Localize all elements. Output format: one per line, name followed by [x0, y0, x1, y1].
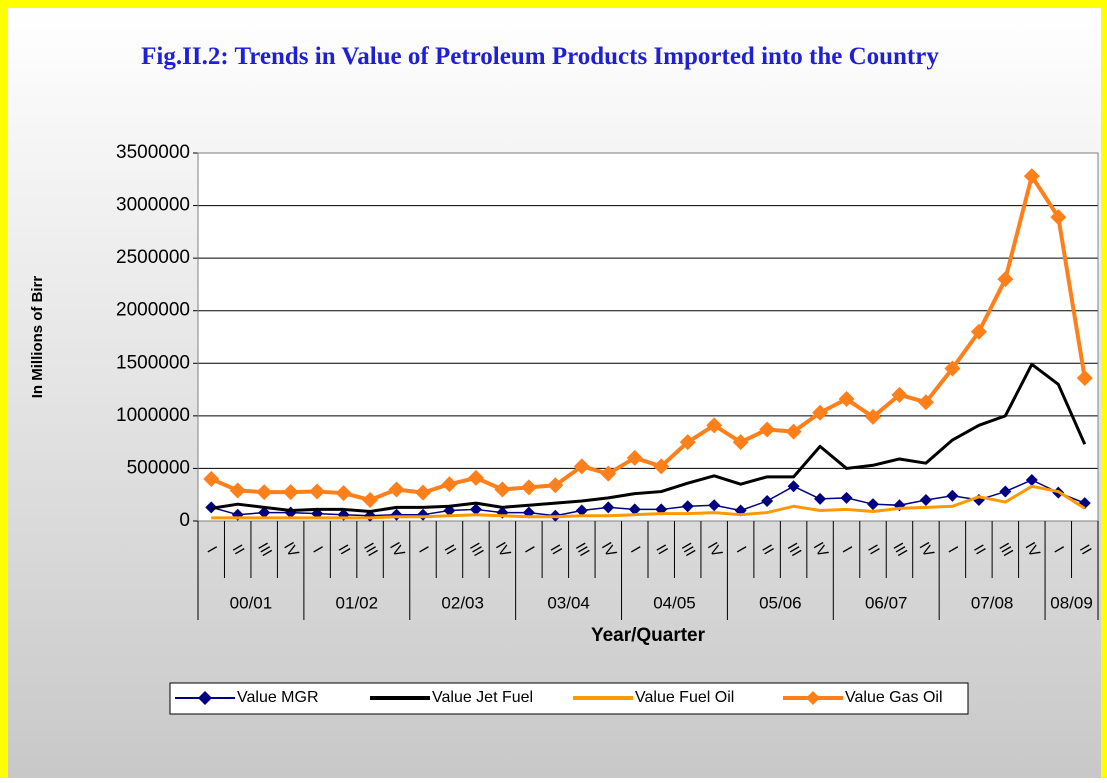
x-axis-label: Year/Quarter	[591, 625, 706, 646]
point	[1050, 209, 1067, 226]
point	[282, 484, 299, 501]
year-label: 04/05	[653, 593, 696, 612]
point	[653, 458, 670, 475]
point	[708, 499, 721, 512]
series-line	[210, 174, 1087, 502]
point	[785, 423, 802, 440]
point	[867, 498, 879, 511]
point	[467, 469, 484, 486]
year-label: 06/07	[865, 593, 908, 612]
chart-title: Fig.II.2: Trends in Value of Petroleum P…	[141, 43, 939, 70]
y-tick-label: 3500000	[116, 142, 190, 163]
point	[919, 493, 932, 506]
point	[309, 483, 326, 500]
point	[812, 404, 829, 421]
y-tick-label: 2500000	[116, 247, 190, 268]
legend-label: Value Jet Fuel	[432, 689, 533, 706]
year-label: 08/09	[1050, 593, 1093, 612]
plot-area	[198, 153, 1098, 521]
title-box: Fig.II.2: Trends in Value of Petroleum P…	[141, 43, 939, 70]
point	[520, 479, 537, 496]
point	[573, 458, 590, 475]
legend-label: Value Fuel Oil	[635, 689, 734, 706]
point	[256, 484, 273, 501]
point	[761, 495, 774, 508]
legend-label: Value Gas Oil	[845, 689, 943, 706]
year-label: 00/01	[230, 593, 273, 612]
point	[229, 482, 246, 499]
point	[441, 476, 458, 493]
point	[891, 386, 908, 403]
y-tick-label: 3000000	[116, 195, 190, 216]
series-line	[211, 484, 1086, 520]
point	[732, 434, 749, 451]
point	[258, 506, 271, 519]
point	[814, 492, 827, 505]
point	[1076, 370, 1093, 387]
point	[865, 408, 881, 425]
year-label: 03/04	[547, 593, 590, 612]
point	[415, 484, 431, 501]
point	[787, 480, 800, 493]
point	[706, 417, 723, 434]
point	[602, 501, 615, 514]
point	[999, 485, 1012, 498]
point	[840, 491, 853, 504]
point	[469, 503, 482, 516]
point	[970, 323, 987, 340]
year-label: 02/03	[441, 593, 484, 612]
point	[1025, 473, 1038, 486]
point	[679, 434, 696, 451]
series-line	[210, 362, 1087, 514]
point	[335, 485, 352, 502]
year-label: 05/06	[759, 593, 802, 612]
point	[388, 481, 405, 498]
point	[494, 481, 511, 498]
series-line	[211, 479, 1086, 517]
year-label: 01/02	[336, 593, 379, 612]
point	[1023, 168, 1040, 185]
point	[946, 489, 959, 502]
point	[628, 503, 641, 516]
point	[681, 500, 694, 513]
point	[997, 271, 1014, 288]
y-axis-label: In Millions of Birr	[29, 276, 46, 399]
point	[626, 449, 643, 466]
y-tick-label: 2000000	[116, 300, 190, 321]
y-tick-label: 1000000	[116, 405, 190, 426]
legend-label: Value MGR	[237, 689, 319, 706]
year-label: 07/08	[971, 593, 1014, 612]
point	[547, 477, 564, 494]
point	[203, 470, 220, 487]
point	[759, 421, 776, 438]
point	[838, 391, 855, 408]
point	[575, 504, 588, 517]
y-tick-label: 1500000	[116, 352, 190, 373]
point	[917, 394, 934, 411]
point	[600, 465, 617, 482]
legend-marker	[198, 691, 212, 705]
point	[362, 491, 379, 508]
y-tick-label: 500000	[127, 457, 190, 478]
point	[944, 360, 961, 377]
y-tick-label: 0	[179, 510, 190, 531]
legend-marker	[806, 691, 820, 705]
